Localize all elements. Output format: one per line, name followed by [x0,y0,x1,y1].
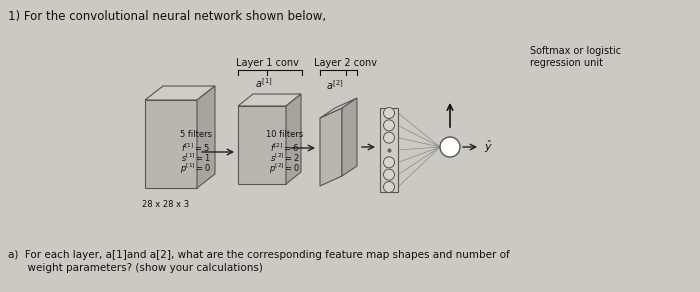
Text: $s^{[1]}=1$: $s^{[1]}=1$ [181,152,211,164]
Text: Softmax or logistic
regression unit: Softmax or logistic regression unit [530,46,621,68]
Text: $s^{[2]}=2$: $s^{[2]}=2$ [270,152,300,164]
Polygon shape [286,94,301,184]
Polygon shape [145,100,197,188]
Text: 1) For the convolutional neural network shown below,: 1) For the convolutional neural network … [8,10,326,23]
Text: 5 filters: 5 filters [180,130,212,139]
Circle shape [384,132,395,143]
Polygon shape [342,98,357,176]
Polygon shape [380,108,398,192]
Polygon shape [145,86,215,100]
Text: $f^{[1]}=5$: $f^{[1]}=5$ [181,142,211,154]
Text: Layer 2 conv: Layer 2 conv [314,58,377,68]
Polygon shape [197,86,215,188]
Text: 10 filters: 10 filters [267,130,304,139]
Text: $a^{[1]}$: $a^{[1]}$ [256,76,273,90]
Polygon shape [320,108,342,186]
Text: $f^{[2]}=6$: $f^{[2]}=6$ [270,142,300,154]
Circle shape [440,137,460,157]
Polygon shape [320,98,357,118]
Text: a)  For each layer, a[1]and a[2], what are the corresponding feature map shapes : a) For each layer, a[1]and a[2], what ar… [8,250,510,260]
Text: $\hat{y}$: $\hat{y}$ [484,139,493,155]
Text: weight parameters? (show your calculations): weight parameters? (show your calculatio… [8,263,263,273]
Circle shape [384,107,395,119]
Text: $p^{[1]}=0$: $p^{[1]}=0$ [181,162,211,176]
Text: Layer 1 conv: Layer 1 conv [236,58,298,68]
Circle shape [384,182,395,192]
Circle shape [384,169,395,180]
Text: $a^{[2]}$: $a^{[2]}$ [326,78,344,92]
Polygon shape [238,94,301,106]
Circle shape [384,120,395,131]
Text: 28 x 28 x 3: 28 x 28 x 3 [142,200,190,209]
Circle shape [384,157,395,168]
Text: $p^{[2]}=0$: $p^{[2]}=0$ [270,162,300,176]
Polygon shape [238,106,286,184]
